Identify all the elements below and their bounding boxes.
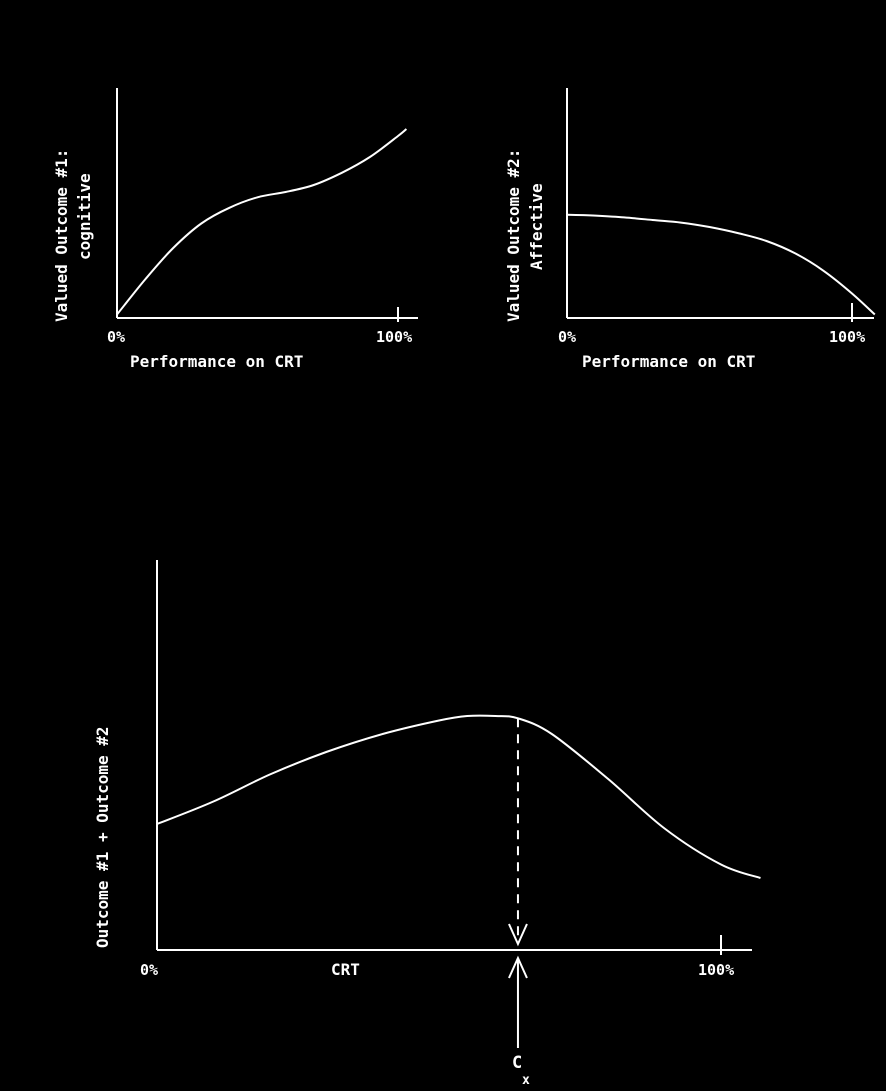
chart3-series-line [156, 714, 761, 879]
chart2-x-tick-100: 100% [829, 328, 865, 346]
chart3-up-arrow-head [508, 955, 528, 979]
chart3-annotation-label: C [512, 1053, 522, 1073]
chart-affective: 0% 100% Performance on CRT Valued Outcom… [504, 88, 876, 371]
chart2-series-line [566, 213, 876, 316]
chart3-down-arrow-head [508, 923, 528, 947]
chart3-x-label: CRT [331, 960, 360, 979]
chart2-y-label-line1: Valued Outcome #2: [504, 149, 523, 322]
chart3-x-tick-0: 0% [140, 961, 158, 979]
chart2-y-label-line2: Affective [527, 183, 546, 270]
chart1-x-label: Performance on CRT [130, 352, 303, 371]
chart1-y-label-line2: cognitive [75, 173, 94, 260]
chart3-y-label: Outcome #1 + Outcome #2 [93, 726, 112, 948]
chart1-y-label-line1: Valued Outcome #1: [52, 149, 71, 322]
chart1-series-line [116, 128, 408, 316]
chart1-x-tick-0: 0% [107, 328, 125, 346]
chart1-x-tick-100: 100% [376, 328, 412, 346]
chart-combined: 0% 100% CRT Outcome #1 + Outcome #2 C x [93, 560, 761, 1088]
chart3-x-tick-100: 100% [698, 961, 734, 979]
chart2-x-label: Performance on CRT [582, 352, 755, 371]
chart3-annotation-subscript: x [522, 1073, 530, 1088]
chart-cognitive: 0% 100% Performance on CRT Valued Outcom… [52, 88, 418, 371]
chart2-x-tick-0: 0% [558, 328, 576, 346]
